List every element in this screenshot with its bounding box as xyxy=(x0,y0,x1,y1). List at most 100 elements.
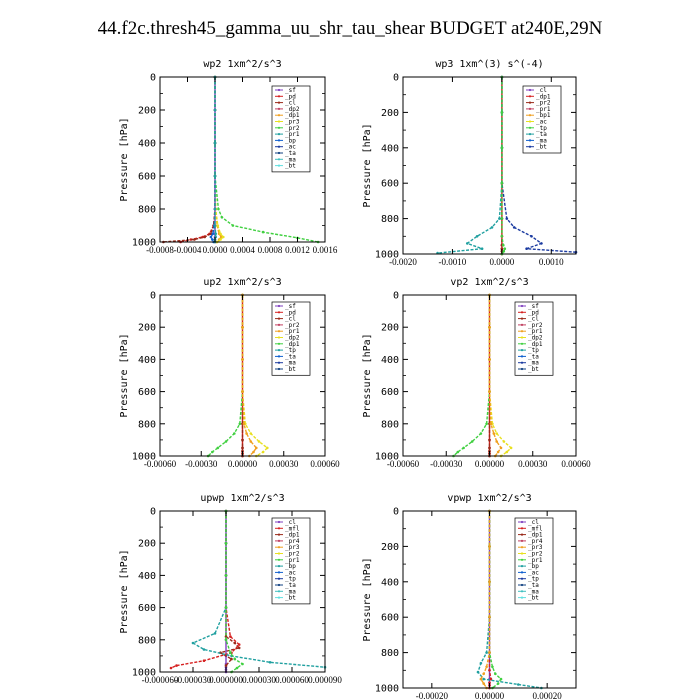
series-point xyxy=(222,235,225,239)
legend-entry: _ma xyxy=(528,360,539,367)
legend-marker xyxy=(528,120,532,123)
y-tick-label: 0 xyxy=(393,291,399,302)
panel-2: wp3 1xm^(3) s^(-4) Pressure [hPa] 0 200 400 6… xyxy=(362,59,578,267)
series-point xyxy=(509,446,513,450)
series-line-5 xyxy=(241,295,258,457)
legend-entry: _ta xyxy=(285,582,296,589)
x-tick-label: 0.0010 xyxy=(539,257,564,267)
series-point xyxy=(268,661,272,664)
series-point xyxy=(488,358,491,361)
series-point xyxy=(203,235,206,239)
series-point xyxy=(209,232,213,236)
legend-entry: _ma xyxy=(285,156,296,163)
y-tick-label: 0 xyxy=(150,507,156,518)
legend-box xyxy=(514,517,554,605)
x-tick-label: -0.0008 xyxy=(146,245,174,255)
legend-marker xyxy=(520,539,524,543)
y-tick-label: 800 xyxy=(138,419,156,430)
legend-marker xyxy=(277,323,281,326)
series-point xyxy=(233,641,237,645)
series-point xyxy=(494,672,497,676)
series-point xyxy=(500,217,504,220)
series-point xyxy=(249,432,253,435)
legend-marker xyxy=(277,101,281,104)
legend-entry: _pr1 xyxy=(285,131,300,138)
legend-entry: _pr2 xyxy=(528,551,543,558)
y-tick-label: 200 xyxy=(138,323,156,334)
y-tick-label: 800 xyxy=(138,205,156,216)
legend-entry: _ta xyxy=(528,582,539,589)
legend-marker xyxy=(520,552,524,555)
legend-entry: _ta xyxy=(528,353,539,360)
series-point xyxy=(211,450,214,454)
legend-marker xyxy=(528,133,532,136)
x-tick-label: -0.000030 xyxy=(175,675,212,685)
series-point xyxy=(213,632,217,635)
series-point xyxy=(540,242,543,245)
series-point xyxy=(488,651,491,654)
panel-6: vpwp 1xm^2/s^3 Pressure [hPa] 0 200 400 600 80… xyxy=(362,493,577,700)
series-point xyxy=(485,665,488,669)
series-point xyxy=(224,664,228,667)
legend-marker xyxy=(277,571,281,574)
series-line-4 xyxy=(214,77,223,243)
legend-entry: _mfl xyxy=(528,525,543,532)
legend-marker xyxy=(528,101,532,104)
legend-marker xyxy=(528,107,532,110)
legend-marker xyxy=(277,577,281,580)
series-point xyxy=(191,641,195,645)
y-tick-label: 200 xyxy=(381,108,399,119)
y-tick-label: 0 xyxy=(150,73,156,84)
series-point xyxy=(500,247,504,250)
legend-marker xyxy=(520,558,524,561)
series-point xyxy=(213,207,217,211)
legend-entry: _cl xyxy=(285,519,296,526)
series-point xyxy=(488,580,491,584)
y-tick-label: 1000 xyxy=(375,452,399,463)
x-tick-label: -0.00020 xyxy=(416,691,449,700)
legend-marker xyxy=(277,527,281,530)
legend-entry: _pr1 xyxy=(285,328,300,335)
legend-entry: _dp1 xyxy=(536,93,551,100)
y-axis-label: Pressure [hPa] xyxy=(119,333,130,417)
legend-entry: _cl xyxy=(285,316,296,323)
legend-entry: _dp1 xyxy=(285,112,300,119)
x-tick-label: 0.00030 xyxy=(518,459,548,469)
legend-marker xyxy=(277,565,281,568)
legend-marker xyxy=(277,533,281,536)
series-point xyxy=(490,226,494,229)
series-line-4 xyxy=(488,295,513,457)
series-line-4 xyxy=(437,77,503,254)
series-point xyxy=(495,432,499,435)
legend-entry: _pd xyxy=(285,93,296,100)
y-tick-label: 200 xyxy=(138,539,156,550)
panel-title: wp2 1xm^2/s^3 xyxy=(203,59,281,70)
legend-marker xyxy=(277,342,281,345)
legend-marker xyxy=(520,583,524,587)
series-line-3 xyxy=(453,295,491,457)
legend-marker xyxy=(277,367,281,371)
legend-marker xyxy=(277,145,281,148)
series-point xyxy=(479,661,483,665)
series-point xyxy=(517,683,520,686)
series-point xyxy=(233,432,236,435)
series-point xyxy=(241,358,244,361)
series-point xyxy=(211,238,214,241)
series-point xyxy=(249,440,253,443)
legend-entry: _sf xyxy=(285,303,296,310)
legend-marker xyxy=(277,158,281,161)
legend-marker xyxy=(528,145,532,148)
legend-entry: _dp2 xyxy=(285,335,300,342)
legend-entry: _pr3 xyxy=(285,119,300,126)
legend-entry: _cl xyxy=(285,100,296,107)
series-point xyxy=(233,657,237,661)
y-tick-label: 400 xyxy=(381,143,399,154)
panel-title: upwp 1xm^2/s^3 xyxy=(200,493,284,504)
legend-marker xyxy=(277,361,281,364)
series-point xyxy=(496,450,500,454)
y-tick-label: 600 xyxy=(381,613,399,624)
series-point xyxy=(502,243,505,247)
series-point xyxy=(485,422,488,426)
series-point xyxy=(209,235,213,239)
